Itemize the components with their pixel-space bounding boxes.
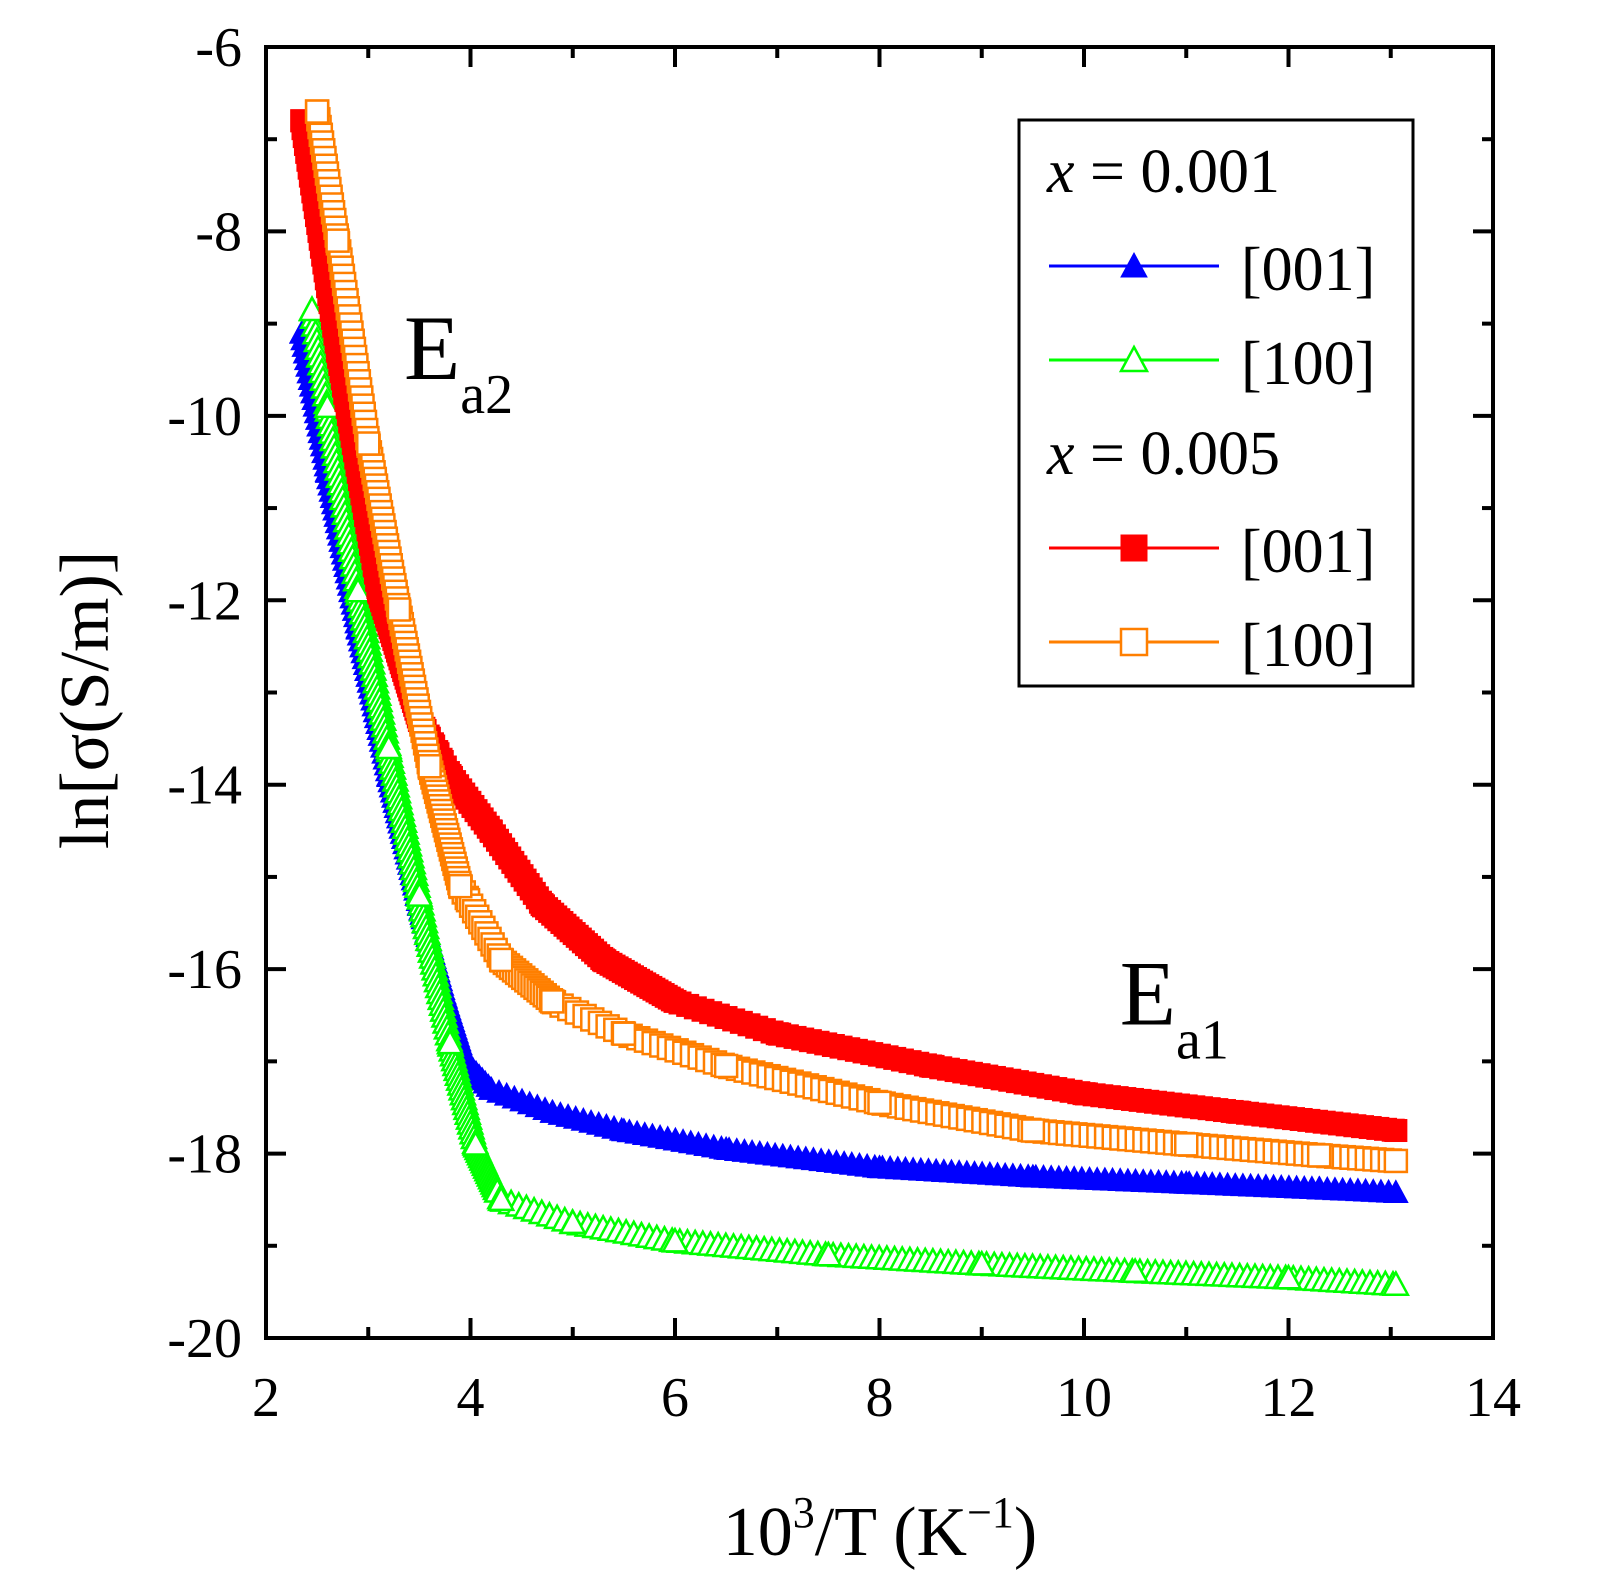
axes-layer: 2 4 6 8 10 12 14 -6 -8 -10 -12 -14 -16 -18 -20 <box>167 17 1521 1429</box>
legend-marker <box>1119 627 1149 657</box>
data-point <box>325 228 350 253</box>
data-point <box>297 295 327 322</box>
y-tick-label: -6 <box>195 17 242 79</box>
data-point <box>867 1090 892 1116</box>
data-point <box>814 1240 843 1267</box>
data-point <box>866 1154 893 1179</box>
data-point <box>356 431 381 456</box>
legend-entry: [001] <box>1049 236 1375 304</box>
series-1 <box>297 295 1410 1296</box>
y-tick-label: -18 <box>167 1124 242 1186</box>
data-point <box>967 1249 996 1276</box>
data-point <box>478 1075 504 1100</box>
data-point <box>765 1022 789 1046</box>
data-point <box>713 1135 739 1160</box>
data-point <box>611 1117 637 1142</box>
y-tick-label: -12 <box>167 570 242 632</box>
legend-label: [100] <box>1241 612 1375 680</box>
legend-marker <box>1120 534 1148 562</box>
data-point <box>611 1021 637 1046</box>
legend-group-title: x = 0.001 <box>1046 138 1280 206</box>
legend: x = 0.001 [001] [100] x = 0.005 [001] [100] <box>1017 118 1415 688</box>
data-point <box>487 1185 516 1212</box>
data-point <box>1383 1148 1409 1174</box>
data-point <box>479 819 503 843</box>
data-point <box>313 392 342 419</box>
data-point <box>1225 1100 1249 1124</box>
x-tick-label: 10 <box>1056 1367 1112 1429</box>
data-point <box>558 1208 587 1235</box>
x-tick-label: 14 <box>1465 1367 1521 1429</box>
data-point <box>1020 1118 1046 1143</box>
y-tick-label: -14 <box>167 755 242 817</box>
y-tick-label: -10 <box>167 386 242 448</box>
legend-marker <box>1120 251 1148 278</box>
data-point <box>1306 1175 1333 1200</box>
data-point <box>1173 1170 1200 1194</box>
data-point <box>448 873 473 899</box>
x-tick-label: 4 <box>457 1367 485 1429</box>
data-point <box>1121 1256 1150 1284</box>
data-point <box>540 989 565 1014</box>
data-point <box>1381 1269 1410 1296</box>
legend-entry: [100] <box>1049 612 1375 680</box>
legend-group-title: x = 0.005 <box>1046 420 1280 488</box>
data-point <box>919 1054 943 1078</box>
data-point <box>374 733 403 760</box>
data-point <box>1274 1263 1303 1290</box>
y-tick-label: -8 <box>195 201 242 263</box>
x-tick-label: 2 <box>252 1367 280 1429</box>
legend-entry: [100] <box>1049 330 1375 398</box>
data-point <box>663 989 687 1013</box>
data-point <box>1306 1143 1332 1168</box>
x-tick-label: 12 <box>1261 1367 1317 1429</box>
data-point <box>488 947 514 973</box>
data-point <box>591 948 615 972</box>
data-point <box>461 1129 490 1156</box>
y-tick-label: -16 <box>167 939 242 1001</box>
data-point <box>405 880 434 907</box>
data-point <box>1072 1082 1096 1106</box>
series-layer <box>288 99 1410 1296</box>
data-point <box>304 99 330 124</box>
x-tick-label: 6 <box>661 1367 689 1429</box>
data-point <box>660 1226 690 1253</box>
legend-box <box>1017 118 1415 688</box>
data-point <box>343 576 373 603</box>
y-axis-title: ln[σ(S/m)] <box>47 551 124 849</box>
data-point <box>1384 1119 1408 1143</box>
legend-label: [001] <box>1241 236 1375 304</box>
data-point <box>539 1099 566 1123</box>
data-point <box>713 1053 739 1079</box>
series-3 <box>304 99 1409 1174</box>
activation-energy-label: Ea1 <box>1120 942 1229 1071</box>
y-tick-label: -20 <box>167 1308 242 1370</box>
legend-entry: [001] <box>1049 518 1375 586</box>
data-point <box>1174 1132 1199 1157</box>
data-point <box>530 893 554 917</box>
data-point <box>386 597 412 622</box>
legend-label: [100] <box>1241 330 1375 398</box>
legend-marker <box>1118 344 1150 373</box>
data-point <box>1383 1179 1409 1204</box>
data-point <box>1020 1163 1046 1188</box>
legend-label: [001] <box>1241 518 1375 586</box>
x-tick-label: 8 <box>866 1367 894 1429</box>
data-point <box>417 754 442 779</box>
activation-energy-label: Ea2 <box>404 297 513 426</box>
annotations: Ea2 Ea1 <box>404 297 1229 1072</box>
data-point <box>435 1028 465 1055</box>
x-axis-title: 103/T (K−1) <box>723 1488 1037 1571</box>
